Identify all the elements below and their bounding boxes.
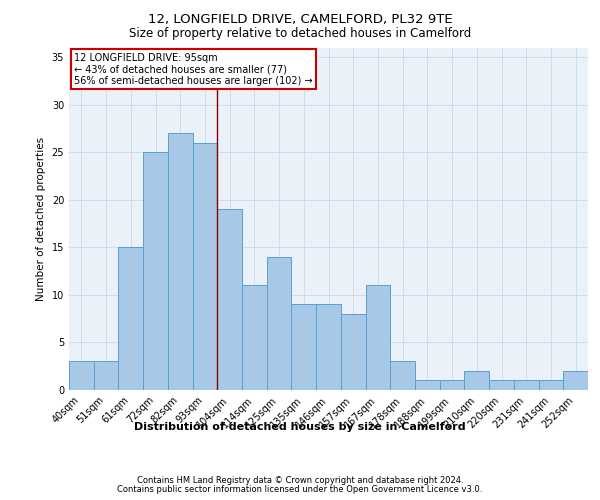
Bar	[69, 362, 94, 390]
Bar	[316, 304, 341, 390]
Y-axis label: Number of detached properties: Number of detached properties	[36, 136, 46, 301]
Bar	[539, 380, 563, 390]
Bar	[489, 380, 514, 390]
Text: Size of property relative to detached houses in Camelford: Size of property relative to detached ho…	[129, 28, 471, 40]
Text: Contains HM Land Registry data © Crown copyright and database right 2024.: Contains HM Land Registry data © Crown c…	[137, 476, 463, 485]
Bar	[193, 142, 217, 390]
Bar	[292, 304, 316, 390]
Bar	[464, 371, 489, 390]
Bar	[168, 133, 193, 390]
Bar	[514, 380, 539, 390]
Text: 12 LONGFIELD DRIVE: 95sqm
← 43% of detached houses are smaller (77)
56% of semi-: 12 LONGFIELD DRIVE: 95sqm ← 43% of detac…	[74, 52, 313, 86]
Bar	[217, 209, 242, 390]
Text: Contains public sector information licensed under the Open Government Licence v3: Contains public sector information licen…	[118, 485, 482, 494]
Text: Distribution of detached houses by size in Camelford: Distribution of detached houses by size …	[134, 422, 466, 432]
Bar	[242, 286, 267, 390]
Bar	[563, 371, 588, 390]
Bar	[267, 257, 292, 390]
Bar	[118, 248, 143, 390]
Bar	[143, 152, 168, 390]
Bar	[341, 314, 365, 390]
Bar	[440, 380, 464, 390]
Bar	[415, 380, 440, 390]
Bar	[94, 362, 118, 390]
Bar	[365, 286, 390, 390]
Bar	[390, 362, 415, 390]
Text: 12, LONGFIELD DRIVE, CAMELFORD, PL32 9TE: 12, LONGFIELD DRIVE, CAMELFORD, PL32 9TE	[148, 12, 452, 26]
